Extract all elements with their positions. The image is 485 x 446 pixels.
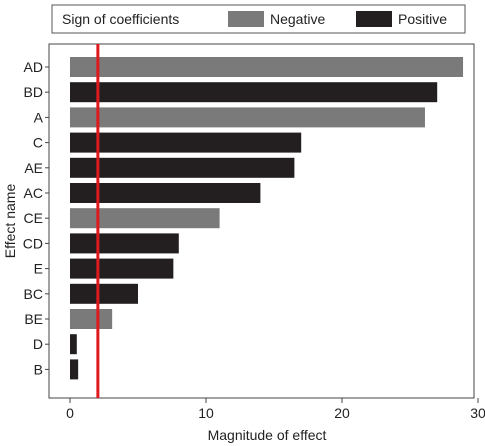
x-axis-title: Magnitude of effect [208,427,327,443]
x-tick-label-0: 0 [66,405,74,421]
bar-bd [70,82,438,103]
legend-label-negative: Negative [270,11,325,27]
y-tick-label-ae: AE [24,160,43,176]
bar-bc [70,283,138,304]
x-tick-label-30: 30 [470,405,485,421]
bar-ad [70,57,464,77]
y-tick-label-bd: BD [24,84,43,100]
y-tick-label-ad: AD [24,59,43,75]
y-tick-label-b: B [34,361,43,377]
bar-c [70,132,302,153]
y-tick-label-a: A [34,109,44,125]
y-tick-label-bc: BC [24,286,43,302]
legend-swatch-positive [356,11,392,27]
bar-b [70,359,79,380]
x-tick-label-10: 10 [198,405,214,421]
bar-cd [70,233,179,254]
y-tick-label-ac: AC [24,185,43,201]
y-tick-label-c: C [33,135,43,151]
x-tick-label-20: 20 [334,405,350,421]
legend-label-positive: Positive [398,11,447,27]
x-ticks: 0 10 20 30 [66,398,485,421]
bar-be [70,309,113,329]
bar-ce [70,208,220,229]
bar-d [70,334,77,355]
y-tick-label-be: BE [24,311,43,327]
y-tick-labels: AD BD AC AE AC CE CD E BC BE DB [23,59,49,377]
bar-ae [70,157,295,178]
legend: Sign of coefficients Negative Positive [51,4,466,34]
y-axis-title: Effect name [2,184,18,259]
y-tick-label-ce: CE [24,210,43,226]
y-tick-label-e: E [34,261,43,277]
y-tick-label-d: D [33,336,43,352]
legend-title: Sign of coefficients [62,11,179,27]
bar-ac [70,183,261,203]
legend-swatch-negative [228,11,264,27]
plot-frame [48,43,475,399]
bar-a [70,107,425,128]
bars-group [70,57,464,380]
y-tick-label-cd: CD [23,235,43,251]
bar-e [70,258,174,279]
